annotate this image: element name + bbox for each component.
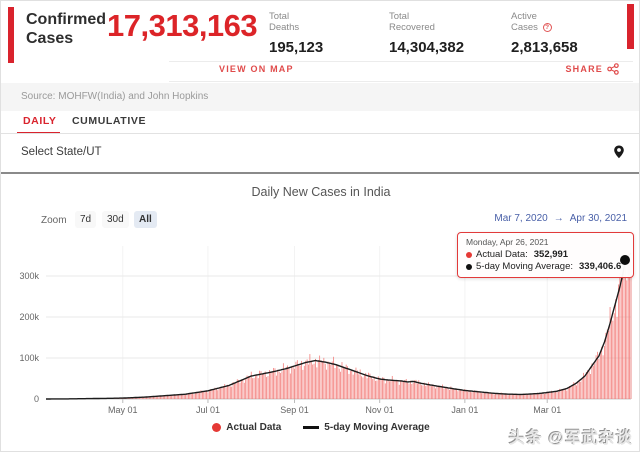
share-link[interactable]: SHARE <box>565 63 619 75</box>
svg-text:Sep 01: Sep 01 <box>280 405 309 415</box>
zoom-7d-button[interactable]: 7d <box>75 211 97 228</box>
active-cases-stat: Active Cases ? 2,813,658 <box>511 11 578 56</box>
svg-text:Mar 01: Mar 01 <box>533 405 561 415</box>
confirmed-label-line2: Cases <box>26 30 74 47</box>
source-band: Source: MOHFW(India) and John Hopkins <box>1 83 639 111</box>
svg-text:Jan 01: Jan 01 <box>451 405 478 415</box>
state-select-input[interactable]: Select State/UT <box>1 134 639 172</box>
watermark-text: 头条 @军武杂谈 <box>508 430 633 447</box>
share-icon <box>607 63 619 75</box>
total-deaths-value: 195,123 <box>269 39 324 56</box>
tab-cumulative[interactable]: CUMULATIVE <box>72 115 147 127</box>
highlight-marker-dot[interactable] <box>620 255 630 265</box>
total-deaths-label-line1: Total <box>269 11 290 22</box>
total-deaths-stat: Total Deaths 195,123 <box>269 11 323 56</box>
total-recovered-value: 14,304,382 <box>389 39 465 56</box>
svg-text:300k: 300k <box>19 271 39 281</box>
legend-item-moving-average[interactable]: 5-day Moving Average <box>303 422 430 433</box>
header-divider-bottom <box>169 81 633 82</box>
total-deaths-label-line2: Deaths <box>269 22 300 33</box>
tooltip-avg-value: 339,406.6 <box>579 261 622 272</box>
svg-text:Nov 01: Nov 01 <box>365 405 394 415</box>
left-accent-bar <box>8 7 14 63</box>
tooltip-avg-bullet <box>466 264 472 270</box>
total-recovered-label-line2: Recovered <box>389 22 435 33</box>
tab-daily[interactable]: DAILY <box>23 115 57 127</box>
legend-dash-icon <box>303 426 320 429</box>
help-icon[interactable]: ? <box>542 23 552 32</box>
zoom-all-button[interactable]: All <box>134 211 157 228</box>
tooltip-actual-label: Actual Data: <box>476 249 528 260</box>
state-select-placeholder: Select State/UT <box>21 146 102 158</box>
right-accent-bar <box>627 4 634 49</box>
confirmed-cases-value: 17,313,163 <box>107 8 258 43</box>
svg-text:100k: 100k <box>19 353 39 363</box>
header-divider-top <box>169 61 633 62</box>
active-cases-value: 2,813,658 <box>511 39 578 56</box>
range-from[interactable]: Mar 7, 2020 <box>494 213 548 224</box>
total-recovered-stat: Total Recovered 14,304,382 <box>389 11 464 56</box>
zoom-30d-button[interactable]: 30d <box>102 211 129 228</box>
zoom-label: Zoom <box>41 215 67 226</box>
tooltip-date: Monday, Apr 26, 2021 <box>466 237 549 247</box>
legend-avg-label: 5-day Moving Average <box>324 422 430 433</box>
legend-circle-icon <box>212 423 222 432</box>
confirmed-label-line1: Confirmed <box>26 11 106 28</box>
tooltip-actual-bullet <box>466 252 472 258</box>
confirmed-cases-label: Confirmed Cases <box>26 10 106 48</box>
active-cases-label-line1: Active <box>511 11 537 22</box>
share-label: SHARE <box>565 64 603 74</box>
svg-text:Jul 01: Jul 01 <box>196 405 220 415</box>
svg-text:May 01: May 01 <box>108 405 138 415</box>
range-arrow: → <box>553 213 564 224</box>
chart-title: Daily New Cases in India <box>251 185 391 199</box>
location-pin-icon <box>614 145 624 159</box>
chart-tooltip: Monday, Apr 26, 2021 Actual Data: 352,99… <box>457 232 634 278</box>
chart-legend: Actual Data 5-day Moving Average <box>1 422 639 433</box>
date-range-selector[interactable]: Mar 7, 2020 → Apr 30, 2021 <box>494 213 627 224</box>
source-text: Source: MOHFW(India) and John Hopkins <box>21 91 209 102</box>
tabs-divider <box>1 133 639 134</box>
svg-text:200k: 200k <box>19 312 39 322</box>
tab-bar: DAILY CUMULATIVE <box>1 111 639 134</box>
range-to[interactable]: Apr 30, 2021 <box>569 213 627 224</box>
view-on-map-link[interactable]: VIEW ON MAP <box>219 64 294 74</box>
svg-text:0: 0 <box>34 394 39 404</box>
tooltip-actual-value: 352,991 <box>533 249 569 260</box>
state-select-underline <box>1 172 639 174</box>
total-recovered-label-line1: Total <box>389 11 410 22</box>
active-cases-label-line2: Cases ? <box>511 22 578 33</box>
legend-item-actual-data[interactable]: Actual Data <box>212 422 281 433</box>
legend-actual-label: Actual Data <box>226 422 282 433</box>
tooltip-avg-label: 5-day Moving Average: <box>476 261 573 272</box>
